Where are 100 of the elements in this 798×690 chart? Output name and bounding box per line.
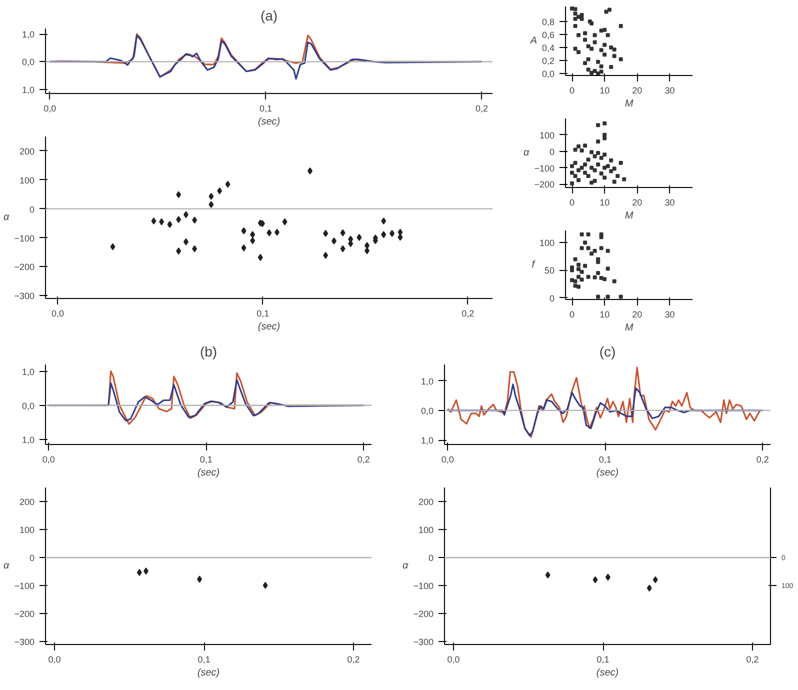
x-tick-label: 0,0 <box>447 654 460 664</box>
point <box>576 284 581 289</box>
point <box>570 170 574 175</box>
point <box>583 264 588 268</box>
x-tick-label: 0,0 <box>48 654 61 664</box>
point <box>576 262 581 267</box>
point <box>602 136 607 140</box>
point <box>576 267 581 272</box>
x-tick-label: 0,1 <box>256 308 270 318</box>
y-axis-title: α <box>4 212 10 223</box>
point <box>605 574 610 581</box>
point <box>340 245 346 252</box>
point <box>602 176 607 180</box>
point <box>381 217 386 224</box>
x-tick-label: 20 <box>632 310 642 320</box>
y-tick-label: 0 <box>29 553 35 564</box>
point <box>573 160 578 165</box>
point <box>606 294 610 299</box>
point <box>573 257 578 262</box>
x-tick-label: 0 <box>570 86 575 96</box>
y-tick-label: 0,0 <box>420 406 434 416</box>
point <box>192 245 198 252</box>
y-tick-label: 1,0 <box>420 376 434 386</box>
point <box>586 274 590 279</box>
point <box>592 576 598 584</box>
point <box>580 278 584 282</box>
point <box>612 166 616 171</box>
point <box>618 294 623 299</box>
point <box>576 50 581 54</box>
point <box>192 216 198 224</box>
point <box>176 191 182 198</box>
point <box>609 169 614 174</box>
y-tick-label: 200 <box>19 497 35 508</box>
point <box>599 28 604 33</box>
y-tick-label: −100 <box>14 233 35 244</box>
point <box>151 217 156 224</box>
point <box>607 8 612 12</box>
point <box>592 178 597 183</box>
point <box>570 164 574 168</box>
point <box>570 278 574 282</box>
x-tick-label: 0,2 <box>746 654 759 664</box>
point <box>356 234 362 241</box>
x-tick-label: 0,2 <box>462 308 474 318</box>
point <box>576 178 581 182</box>
x-tick-label: 30 <box>664 198 675 208</box>
point <box>570 6 574 10</box>
point <box>652 576 658 584</box>
point <box>622 177 626 182</box>
y-axis-title: α <box>402 560 409 572</box>
point <box>618 24 623 28</box>
y-tick-label: 100 <box>418 525 434 536</box>
point <box>583 61 588 66</box>
y-axis-title: f <box>532 260 536 270</box>
point <box>596 151 600 155</box>
y-tick-label: 100 <box>539 238 555 248</box>
point <box>573 7 578 12</box>
y-tick-label: 1,0 <box>22 30 35 40</box>
x-axis-title: (sec) <box>596 668 619 678</box>
point <box>176 216 182 224</box>
point <box>592 154 597 158</box>
x-axis-title: (sec) <box>596 468 619 478</box>
point <box>596 140 600 144</box>
point <box>592 40 597 44</box>
y-tick-label: 100 <box>19 525 35 536</box>
point <box>197 576 202 583</box>
point <box>586 57 590 62</box>
point <box>381 231 386 238</box>
y-tick-label: 200 <box>418 497 434 508</box>
point <box>583 38 588 42</box>
point <box>308 167 313 174</box>
y-tick-label: 0,0 <box>22 400 35 411</box>
point <box>136 568 142 576</box>
point <box>208 192 214 200</box>
point <box>545 571 550 578</box>
y-axis-title: α <box>4 560 10 572</box>
y-tick-label: 0 <box>29 204 35 214</box>
point <box>262 582 268 589</box>
y-tick-label: −300 <box>14 637 35 648</box>
point <box>596 60 600 64</box>
point <box>576 144 581 148</box>
point <box>340 229 346 236</box>
point <box>580 16 584 21</box>
point <box>590 166 594 170</box>
point <box>208 200 214 208</box>
x-tick-label: 0,1 <box>198 654 210 664</box>
point <box>282 218 288 226</box>
point <box>609 158 614 162</box>
y-tick-label: 1,0 <box>420 436 434 446</box>
point <box>183 238 188 246</box>
point <box>592 33 597 38</box>
y-tick-label: 0,2 <box>542 56 555 66</box>
point <box>590 150 594 154</box>
point <box>573 24 578 28</box>
point <box>596 123 600 128</box>
point <box>580 12 584 17</box>
point <box>576 33 581 38</box>
x-tick-label: 0,1 <box>598 454 612 464</box>
point <box>604 10 608 14</box>
x-tick-label: 0,1 <box>260 104 272 114</box>
point <box>576 274 581 279</box>
